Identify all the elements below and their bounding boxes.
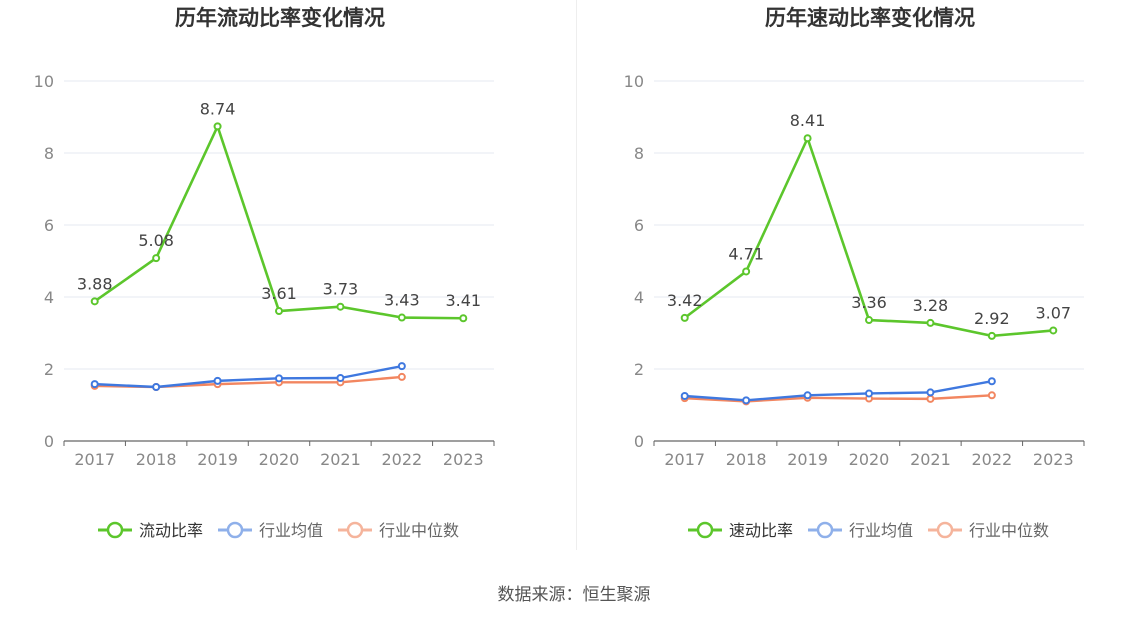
legend-item-2[interactable]: 行业均值 — [808, 521, 913, 540]
chart-panel-2: 历年速动比率变化情况 0 2 4 6 8 10 2017 2018 2019 2020 2021 202… — [624, 6, 1085, 540]
data-point — [1049, 326, 1058, 335]
x-tick-label: 2020 — [259, 450, 300, 469]
data-point — [459, 314, 468, 323]
data-label: 2.92 — [974, 309, 1010, 328]
legend-marker — [226, 521, 244, 539]
x-tick-label: 2017 — [74, 450, 115, 469]
data-point — [152, 383, 161, 391]
legend-marker — [106, 521, 124, 539]
x-tick-label: 2023 — [443, 450, 484, 469]
data-point — [397, 372, 406, 381]
legend-item-3[interactable]: 行业中位数 — [338, 521, 459, 540]
legend-marker — [696, 521, 714, 539]
y-tick-label: 2 — [44, 360, 54, 379]
legend-marker — [936, 521, 954, 539]
legend-label: 行业中位数 — [379, 521, 459, 540]
data-point — [987, 391, 996, 400]
chart-panel-1: 历年流动比率变化情况 0 2 4 6 8 10 2017 2018 2019 2020 2021 202… — [34, 6, 495, 540]
data-label: 8.41 — [790, 111, 826, 130]
data-point — [680, 392, 689, 400]
legend-label: 行业均值 — [259, 521, 323, 540]
x-tick-label: 2018 — [726, 450, 767, 469]
y-tick-label: 8 — [44, 144, 54, 163]
x-tick-label: 2022 — [971, 450, 1012, 469]
y-tick-label: 10 — [624, 72, 644, 91]
data-label: 8.74 — [200, 99, 236, 118]
data-label: 3.61 — [261, 284, 297, 303]
x-tick-label: 2019 — [787, 450, 828, 469]
x-tick-label: 2022 — [381, 450, 422, 469]
x-tick-label: 2023 — [1033, 450, 1074, 469]
legend-item-1[interactable]: 速动比率 — [688, 521, 793, 540]
y-tick-label: 4 — [634, 288, 644, 307]
y-tick-label: 6 — [44, 216, 54, 235]
data-point — [803, 134, 812, 143]
panel-divider — [576, 0, 577, 550]
data-point — [213, 376, 222, 385]
data-point — [336, 374, 345, 382]
legend-item-1[interactable]: 流动比率 — [98, 521, 203, 540]
series-line-2 — [94, 364, 403, 389]
y-tick-label: 0 — [44, 432, 54, 451]
y-tick-label: 6 — [634, 216, 644, 235]
data-point — [742, 267, 751, 276]
data-point — [336, 302, 345, 311]
data-point — [926, 388, 935, 397]
data-point — [926, 394, 935, 403]
x-tick-label: 2017 — [664, 450, 705, 469]
data-point — [275, 307, 283, 316]
data-label: 3.42 — [667, 291, 703, 310]
chart-title: 历年速动比率变化情况 — [765, 6, 975, 30]
chart-title: 历年流动比率变化情况 — [175, 6, 385, 30]
data-point — [90, 380, 99, 389]
data-point — [397, 362, 406, 371]
x-tick-label: 2021 — [320, 450, 361, 469]
y-tick-label: 0 — [634, 432, 644, 451]
data-label: 3.07 — [1035, 303, 1071, 322]
legend-label: 行业均值 — [849, 521, 913, 540]
y-tick-label: 4 — [44, 288, 54, 307]
legend-label: 速动比率 — [729, 521, 793, 540]
y-tick-label: 2 — [634, 360, 644, 379]
x-tick-label: 2021 — [910, 450, 951, 469]
data-point — [397, 313, 406, 322]
legend-label: 行业中位数 — [969, 521, 1049, 540]
data-point — [987, 331, 996, 340]
data-point — [803, 391, 812, 400]
data-point — [275, 374, 283, 383]
x-tick-label: 2019 — [197, 450, 238, 469]
data-point — [213, 122, 222, 131]
data-label: 3.43 — [384, 291, 420, 310]
legend-item-3[interactable]: 行业中位数 — [928, 521, 1049, 540]
data-point — [987, 377, 996, 386]
series-line-2 — [684, 380, 993, 402]
x-tick-label: 2020 — [849, 450, 890, 469]
data-label: 4.71 — [728, 244, 764, 263]
data-point — [926, 318, 935, 327]
legend-item-2[interactable]: 行业均值 — [218, 521, 323, 540]
data-point — [742, 396, 751, 405]
data-label: 3.88 — [77, 274, 113, 293]
data-point — [680, 313, 689, 322]
data-point — [152, 254, 161, 263]
legend-marker — [816, 521, 834, 539]
source-note: 数据来源：恒生聚源 — [497, 585, 651, 605]
data-point — [865, 389, 873, 398]
data-label: 3.73 — [323, 280, 359, 299]
data-label: 3.28 — [913, 296, 949, 315]
legend-marker — [346, 521, 364, 539]
data-label: 5.08 — [138, 231, 174, 250]
series-line-3 — [684, 394, 992, 403]
data-point — [865, 316, 873, 325]
y-tick-label: 8 — [634, 144, 644, 163]
data-label: 3.36 — [851, 293, 887, 312]
x-tick-label: 2018 — [136, 450, 177, 469]
legend-label: 流动比率 — [139, 521, 203, 540]
y-tick-label: 10 — [34, 72, 54, 91]
data-label: 3.41 — [445, 291, 481, 310]
data-point — [90, 297, 99, 306]
